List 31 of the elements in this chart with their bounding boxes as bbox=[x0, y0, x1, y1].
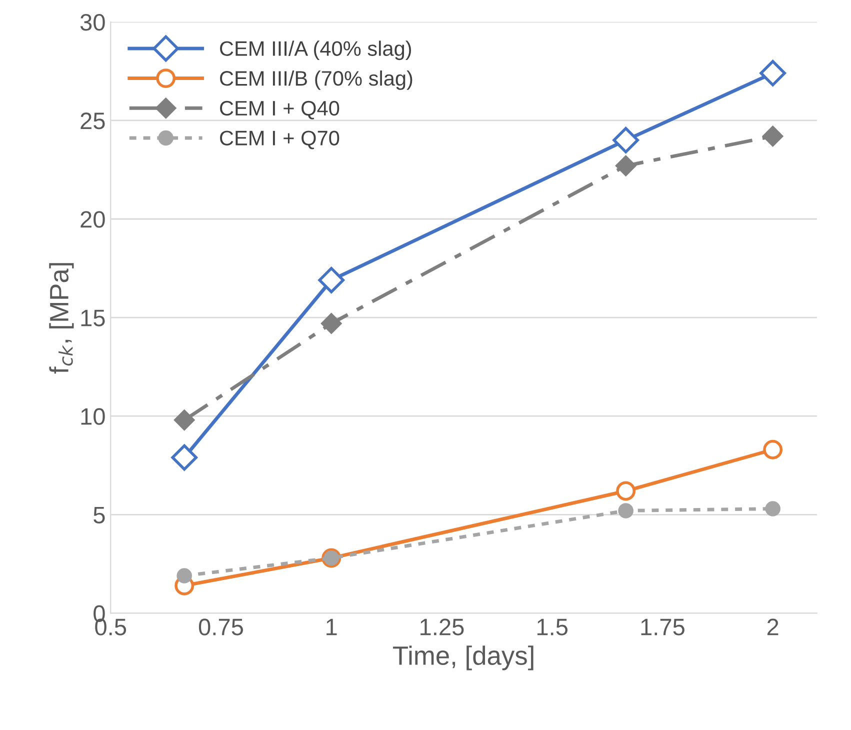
point bbox=[616, 481, 636, 501]
legend-label: CEM I + Q70 bbox=[220, 130, 340, 150]
x-axis-title: Time, [days] bbox=[393, 646, 534, 670]
legend-label: CEM I + Q40 bbox=[220, 100, 340, 120]
point bbox=[612, 126, 639, 154]
point bbox=[765, 501, 780, 516]
y-tick-label: 20 bbox=[80, 211, 105, 228]
x-tick-label: 1.5 bbox=[537, 618, 568, 636]
point bbox=[618, 503, 634, 518]
y-tick-label: 5 bbox=[94, 506, 105, 524]
point bbox=[762, 126, 784, 146]
point bbox=[321, 313, 342, 334]
y-tick-label: 10 bbox=[81, 408, 105, 425]
legend-label: CEM III/B (70% slag) bbox=[220, 70, 412, 90]
x-tick-label: 2 bbox=[767, 618, 778, 636]
point bbox=[171, 444, 198, 471]
x-tick-label: 1.75 bbox=[641, 618, 684, 636]
point bbox=[763, 440, 783, 460]
y-tick-label: 15 bbox=[81, 310, 105, 326]
point bbox=[318, 266, 345, 294]
x-tick-label: 1 bbox=[326, 618, 337, 636]
point bbox=[176, 568, 192, 584]
legend-label: CEM III/A (40% slag) bbox=[220, 40, 412, 60]
point bbox=[174, 410, 195, 430]
y-tick-label: 30 bbox=[80, 14, 105, 31]
y-tick-label: 25 bbox=[80, 112, 105, 130]
y-axis-title: f$_{ck}$, [MPa] bbox=[49, 263, 74, 374]
x-tick-label: 1.25 bbox=[420, 618, 464, 636]
point bbox=[760, 60, 786, 86]
point bbox=[616, 156, 636, 176]
x-tick-label: 0.75 bbox=[198, 618, 243, 636]
